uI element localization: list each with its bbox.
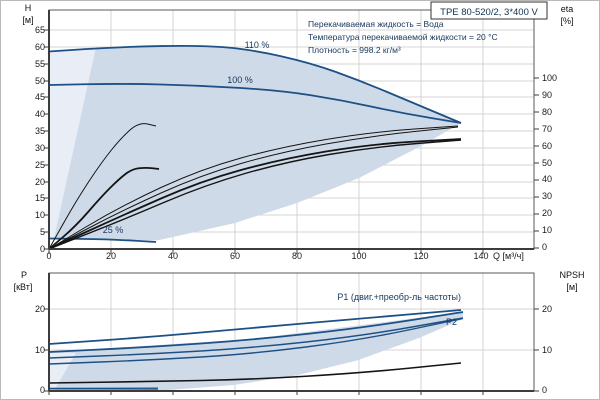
H-curve-110pct xyxy=(48,44,462,124)
q-tick: 20 xyxy=(106,251,116,261)
p-tick: 0 xyxy=(40,385,45,395)
h-tick: 35 xyxy=(35,126,45,136)
P2-110pct xyxy=(48,317,464,359)
H-curve-100pct xyxy=(48,83,462,124)
npsh-axis-unit: [м] xyxy=(566,282,577,292)
eta-curve-short-thick xyxy=(48,166,160,250)
pump-title: TPE 80-520/2, 3*400 V xyxy=(440,7,538,18)
label-110pct: 110 % xyxy=(245,40,270,50)
p-tick: 20 xyxy=(35,304,45,314)
eta-axis-name: eta xyxy=(561,4,574,14)
info-liquid: Перекачиваемая жидкость = Вода xyxy=(308,19,444,29)
eta-axis-labels: eta [%] 100 90 80 70 60 50 40 30 20 10 0 xyxy=(542,4,574,252)
NPSH-curve xyxy=(48,362,462,384)
h-tick: 65 xyxy=(35,25,45,35)
H-curve-25pct xyxy=(48,237,157,243)
h-axis-labels: H [м] 65 60 55 50 45 40 35 30 25 20 15 1… xyxy=(22,3,45,254)
p-axis-labels: P [кВт] 20 10 0 xyxy=(14,270,45,395)
eta-axis-unit: [%] xyxy=(560,16,573,26)
h-tick: 5 xyxy=(40,227,45,237)
h-tick: 45 xyxy=(35,92,45,102)
p-axis-unit: [кВт] xyxy=(14,282,33,292)
eta-tick: 90 xyxy=(542,90,552,100)
h-tick: 60 xyxy=(35,42,45,52)
h-tick: 25 xyxy=(35,160,45,170)
npsh-axis-labels: NPSH [м] 20 10 0 xyxy=(542,270,585,395)
h-axis-unit: [м] xyxy=(22,15,33,25)
npsh-tick: 20 xyxy=(542,304,552,314)
eta-tick: 40 xyxy=(542,174,552,184)
eta-tick: 30 xyxy=(542,191,552,201)
eta-curve-thick-b xyxy=(48,139,462,250)
eta-curve-short-thin xyxy=(48,123,157,250)
label-p1: P1 (двиг.+преобр-ль частоты) xyxy=(337,292,461,302)
h-axis-name: H xyxy=(25,3,32,13)
P2-100pct xyxy=(48,317,464,365)
q-axis-labels: 0 20 40 60 80 100 120 140 Q [м³/ч] xyxy=(46,251,523,261)
label-p2: P2 xyxy=(446,317,457,327)
curves-top xyxy=(48,44,462,250)
h-tick: 55 xyxy=(35,59,45,69)
eta-tick: 20 xyxy=(542,208,552,218)
q-tick: 40 xyxy=(168,251,178,261)
eta-tick: 10 xyxy=(542,225,552,235)
power-envelope xyxy=(49,312,463,391)
eta-curve-thick-a xyxy=(48,138,462,250)
label-100pct: 100 % xyxy=(227,75,253,85)
eta-tick: 60 xyxy=(542,141,552,151)
q-tick: 100 xyxy=(351,251,366,261)
P1-100pct xyxy=(48,311,464,353)
h-tick: 20 xyxy=(35,177,45,187)
ticks-bottom xyxy=(44,308,539,395)
eta-tick: 0 xyxy=(542,242,547,252)
q-axis-unit: Q [м³/ч] xyxy=(493,251,524,261)
q-tick: 80 xyxy=(292,251,302,261)
q-tick: 60 xyxy=(230,251,240,261)
q-tick: 140 xyxy=(473,251,488,261)
low-flow-wedge xyxy=(49,353,76,391)
low-flow-wedge xyxy=(49,47,96,239)
npsh-axis-name: NPSH xyxy=(559,270,584,280)
eta-curve-thin-b xyxy=(48,126,459,250)
h-tick: 0 xyxy=(40,244,45,254)
p-axis-name: P xyxy=(21,270,27,280)
frame-bottom xyxy=(48,272,535,392)
pumped-liquid-info: Перекачиваемая жидкость = Вода Температу… xyxy=(308,19,498,55)
info-density: Плотность = 998.2 кг/м³ xyxy=(308,45,401,55)
h-tick: 10 xyxy=(35,210,45,220)
info-temperature: Температура перекачиваемой жидкости = 20… xyxy=(308,32,498,42)
p-tick: 10 xyxy=(35,345,45,355)
h-tick: 15 xyxy=(35,193,45,203)
curve-labels: 110 % 100 % 25 % P1 (двиг.+преобр-ль час… xyxy=(103,40,461,327)
eta-tick: 80 xyxy=(542,107,552,117)
curves-bottom xyxy=(48,309,464,392)
h-tick: 40 xyxy=(35,109,45,119)
eta-tick: 70 xyxy=(542,124,552,134)
q-tick: 0 xyxy=(46,251,51,261)
eta-tick: 50 xyxy=(542,158,552,168)
h-tick: 50 xyxy=(35,76,45,86)
npsh-tick: 10 xyxy=(542,345,552,355)
shaded-areas-bottom xyxy=(49,312,463,391)
q-tick: 120 xyxy=(413,251,428,261)
P1-110pct xyxy=(48,309,462,345)
pump-title-box: TPE 80-520/2, 3*400 V xyxy=(430,1,548,20)
npsh-tick: 0 xyxy=(542,385,547,395)
eta-tick: 100 xyxy=(542,73,557,83)
h-tick: 30 xyxy=(35,143,45,153)
eta-curve-thin-a xyxy=(48,125,459,250)
label-25pct: 25 % xyxy=(103,225,124,235)
ticks-top xyxy=(44,29,539,254)
